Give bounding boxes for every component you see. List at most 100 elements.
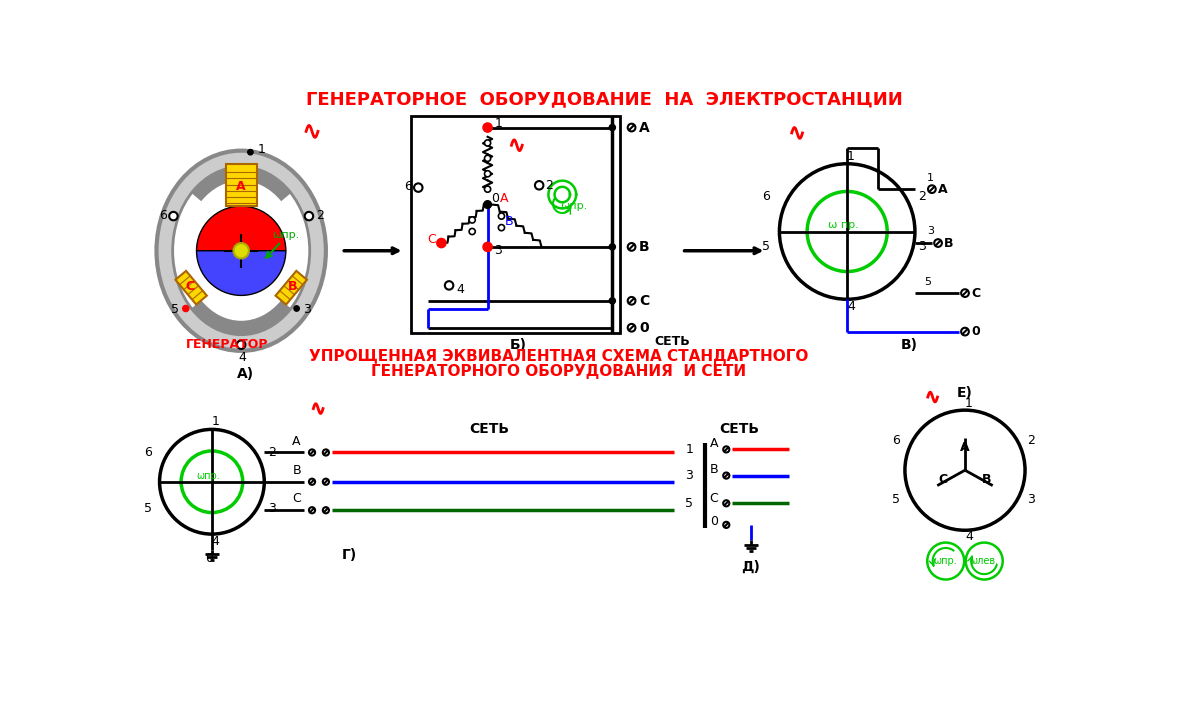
Text: ω пр.: ω пр. — [828, 220, 858, 230]
Text: В): В) — [901, 339, 917, 352]
Circle shape — [627, 297, 635, 305]
Text: A: A — [937, 182, 948, 196]
Circle shape — [483, 242, 492, 251]
Text: B: B — [292, 464, 301, 477]
Text: 4: 4 — [964, 530, 973, 543]
Text: Г): Г) — [342, 548, 356, 562]
Text: 3: 3 — [268, 502, 276, 515]
Circle shape — [233, 243, 249, 258]
Circle shape — [961, 289, 969, 297]
Text: B: B — [710, 463, 718, 476]
Circle shape — [237, 341, 245, 349]
Text: A: A — [639, 121, 650, 135]
Text: 0: 0 — [205, 552, 213, 565]
Text: ωпр.: ωпр. — [560, 201, 587, 211]
Circle shape — [961, 328, 969, 335]
Wedge shape — [197, 251, 285, 295]
Circle shape — [483, 123, 492, 132]
Text: 6: 6 — [763, 190, 770, 203]
Text: ωпр.: ωпр. — [934, 556, 957, 566]
Text: УПРОЩЕННАЯ ЭКВИВАЛЕНТНАЯ СХЕМА СТАНДАРТНОГО: УПРОЩЕННАЯ ЭКВИВАЛЕНТНАЯ СХЕМА СТАНДАРТН… — [309, 349, 808, 364]
Circle shape — [723, 501, 730, 506]
Text: 0: 0 — [492, 192, 499, 205]
Text: 1: 1 — [685, 443, 693, 456]
Text: 5: 5 — [685, 497, 693, 510]
Circle shape — [248, 150, 253, 155]
Text: A: A — [292, 435, 301, 448]
Text: 5: 5 — [891, 493, 900, 506]
Circle shape — [723, 473, 730, 479]
Text: 1: 1 — [847, 151, 855, 163]
Text: СЕТЬ: СЕТЬ — [654, 335, 691, 348]
Text: 1: 1 — [964, 398, 973, 410]
Text: 1: 1 — [927, 173, 934, 182]
Text: ωлев.: ωлев. — [969, 556, 999, 566]
Circle shape — [170, 212, 178, 220]
Text: A: A — [236, 180, 246, 193]
Circle shape — [485, 170, 490, 177]
Text: C: C — [292, 492, 301, 506]
Text: ωпр.: ωпр. — [196, 471, 220, 481]
Text: B: B — [505, 215, 514, 228]
Text: ГЕНЕРАТОРНОГО ОБОРУДОВАНИЯ  И СЕТИ: ГЕНЕРАТОРНОГО ОБОРУДОВАНИЯ И СЕТИ — [371, 364, 746, 379]
Text: C: C — [639, 294, 648, 308]
Text: 6: 6 — [891, 435, 900, 447]
Text: 5: 5 — [763, 241, 770, 253]
Circle shape — [610, 244, 615, 250]
Text: 0: 0 — [639, 321, 648, 334]
Circle shape — [304, 212, 314, 220]
Bar — [410, 116, 620, 333]
Circle shape — [294, 306, 299, 311]
Circle shape — [323, 449, 329, 456]
Wedge shape — [197, 206, 285, 251]
Circle shape — [627, 243, 635, 251]
Circle shape — [469, 229, 475, 234]
Text: A: A — [500, 192, 509, 205]
Text: 4: 4 — [847, 300, 855, 312]
Text: C: C — [185, 280, 195, 293]
Text: 5: 5 — [144, 502, 152, 515]
Text: 0: 0 — [710, 515, 718, 528]
Text: 5: 5 — [171, 302, 179, 316]
Text: 3: 3 — [494, 244, 502, 257]
Circle shape — [414, 183, 422, 192]
Circle shape — [934, 239, 942, 247]
Text: C: C — [938, 473, 948, 486]
Text: 6: 6 — [404, 180, 413, 193]
Circle shape — [323, 479, 329, 485]
Text: Е): Е) — [957, 386, 973, 400]
Text: СЕТЬ: СЕТЬ — [719, 422, 759, 437]
Text: A: A — [710, 437, 718, 449]
Text: A: A — [960, 441, 970, 454]
Text: 3: 3 — [303, 302, 310, 316]
Circle shape — [485, 155, 490, 161]
Circle shape — [928, 185, 936, 193]
Circle shape — [444, 281, 453, 290]
Text: А): А) — [237, 367, 253, 381]
Circle shape — [323, 507, 329, 513]
Circle shape — [723, 447, 730, 452]
Text: 2: 2 — [268, 446, 276, 459]
Text: 1: 1 — [212, 415, 219, 428]
Text: ГЕНЕРАТОРНОЕ  ОБОРУДОВАНИЕ  НА  ЭЛЕКТРОСТАНЦИИ: ГЕНЕРАТОРНОЕ ОБОРУДОВАНИЕ НА ЭЛЕКТРОСТАН… — [307, 90, 903, 108]
Text: 3: 3 — [918, 241, 926, 253]
Circle shape — [309, 449, 315, 456]
Ellipse shape — [172, 167, 310, 334]
Text: ωпр.: ωпр. — [272, 230, 299, 241]
Text: B: B — [639, 240, 650, 254]
Text: 2: 2 — [918, 190, 926, 203]
Circle shape — [309, 507, 315, 513]
Text: ГЕНЕРАТОР: ГЕНЕРАТОР — [186, 338, 269, 351]
Circle shape — [610, 297, 615, 304]
Text: B: B — [288, 280, 297, 293]
Circle shape — [499, 224, 505, 231]
Text: 4: 4 — [212, 535, 219, 548]
Text: C: C — [710, 492, 718, 506]
Text: 1: 1 — [494, 117, 502, 130]
Circle shape — [309, 479, 315, 485]
Text: 3: 3 — [927, 226, 934, 236]
Text: 2: 2 — [1027, 435, 1035, 447]
Circle shape — [436, 239, 446, 248]
Circle shape — [723, 522, 730, 528]
Circle shape — [627, 124, 635, 131]
